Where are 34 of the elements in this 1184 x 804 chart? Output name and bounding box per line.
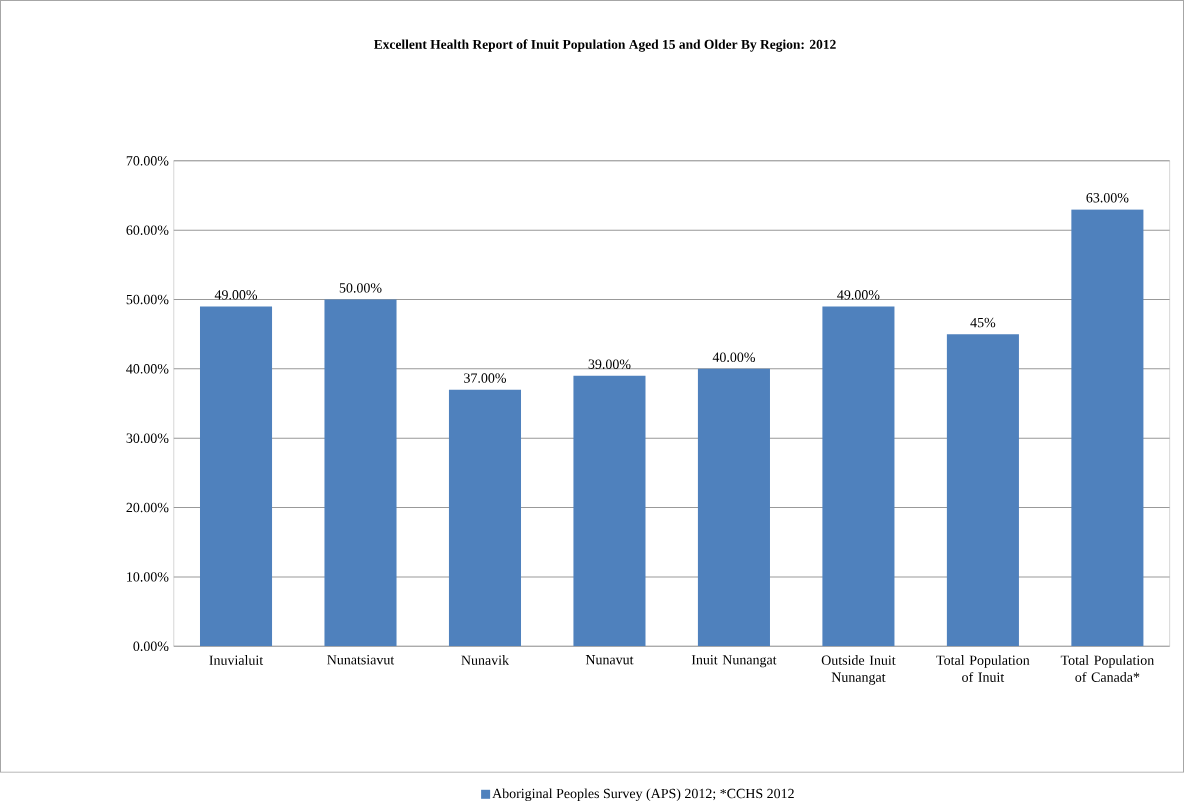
x-tick-label: Inuit Nunangat <box>691 655 777 668</box>
x-tick-label: Nunavik <box>461 655 510 665</box>
data-label: 50.00% <box>339 283 382 293</box>
bar <box>946 334 1019 647</box>
data-label: 45% <box>970 317 996 328</box>
x-tick-label: Inuvialuit <box>209 655 264 665</box>
data-label: 37.00% <box>464 373 507 383</box>
data-label: 40.00% <box>712 352 755 362</box>
legend-label: Aboriginal Peoples Survey (APS) 2012; *CCHS 2012 <box>492 788 794 802</box>
y-tick-label: 50.00% <box>126 294 169 305</box>
data-label: 63.00% <box>1086 192 1129 203</box>
x-tick-label: Nunatsiavut <box>327 655 395 665</box>
bar <box>573 375 646 647</box>
y-tick-label: 20.00% <box>126 502 169 513</box>
y-tick-label: 40.00% <box>126 364 169 374</box>
bar <box>199 306 273 647</box>
bar <box>822 306 895 647</box>
bar <box>1071 209 1144 647</box>
y-tick-label: 10.00% <box>127 572 169 582</box>
data-label: 49.00% <box>214 290 258 300</box>
data-label: 49.00% <box>837 290 880 300</box>
bar <box>448 389 522 647</box>
bar <box>324 299 397 647</box>
x-tick-label: Total Population of Inuit <box>936 655 1030 682</box>
x-tick-label: Total Population of Canada* <box>1060 655 1155 682</box>
y-tick-label: 70.00% <box>126 156 169 166</box>
x-tick-label: Outside Inuit Nunangat <box>821 655 896 685</box>
y-tick-label: 30.00% <box>126 433 169 443</box>
data-label: 39.00% <box>588 359 631 369</box>
y-tick-label: 0.00% <box>133 641 169 651</box>
bar <box>697 368 770 647</box>
y-tick-label: 60.00% <box>126 225 169 235</box>
x-tick-label: Nunavut <box>585 655 634 665</box>
chart-title: Excellent Health Report of Inuit Population Aged 15 and Older By Region: 2012 <box>373 39 836 52</box>
